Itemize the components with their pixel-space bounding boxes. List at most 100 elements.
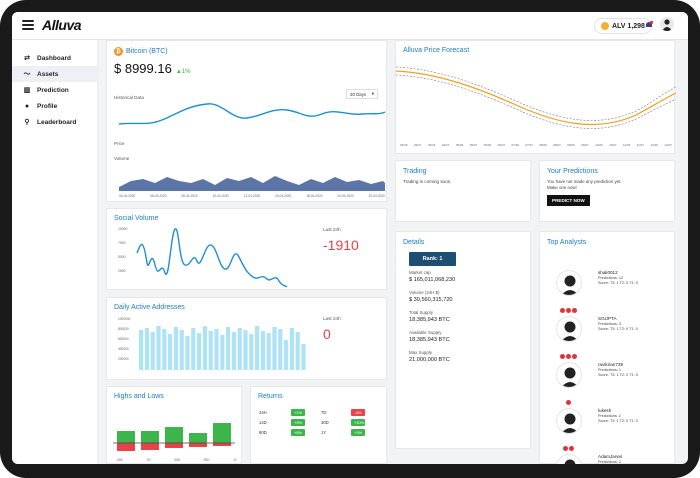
returns-value: +10%: [351, 418, 365, 426]
btc-date-axis: 04-04-2020 06-04-2020 08-04-2020 10-04-2…: [119, 194, 385, 198]
price-change-value: 1%: [181, 69, 191, 75]
details-label: Max Supply: [409, 350, 432, 355]
returns-value: +8%: [291, 428, 305, 436]
sidebar-item-label: Prediction: [37, 86, 69, 94]
rating-dot: [572, 308, 577, 313]
sidebar-item-prediction[interactable]: ▥ Prediction: [12, 82, 97, 98]
details-value: 18,385,943 BTC: [409, 337, 450, 343]
date-tick: 08/26: [539, 143, 547, 147]
btc-volume-chart: [119, 176, 385, 191]
leaderboard-icon: ⚲: [24, 119, 30, 126]
analyst-score: Score: T3: 1 T2: 0 T1: 0: [598, 327, 638, 331]
sidebar-item-label: Dashboard: [37, 54, 71, 62]
date-tick: 03/26: [400, 143, 408, 147]
notification-icon[interactable]: [644, 20, 654, 30]
analyst-rating-dots: [560, 346, 578, 364]
sidebar-item-label: Assets: [37, 70, 59, 78]
analyst-predictions: Predictions: 1: [598, 368, 622, 372]
sidebar-item-assets[interactable]: 〜 Assets: [12, 66, 97, 82]
forecast-title: Alluva Price Forecast: [403, 47, 470, 54]
analyst-name: lukesh: [598, 408, 612, 413]
analyst-avatar: [556, 362, 582, 388]
rating-dot: [566, 400, 571, 405]
analyst-predictions: Predictions: 2: [598, 414, 622, 418]
bitcoin-title: Bitcoin (BTC): [126, 48, 168, 55]
predictions-empty-text: You have not made any prediction yet.: [547, 179, 622, 184]
sidebar-item-dashboard[interactable]: ⇄ Dashboard: [12, 50, 97, 66]
daa-bar: [173, 327, 178, 370]
daa-value: 0: [323, 326, 331, 342]
analyst-item[interactable]: lukesh Predictions: 2 Score: T3: 1 T2: 0 T…: [540, 408, 676, 452]
sidebar-item-leaderboard[interactable]: ⚲ Leaderboard: [12, 114, 97, 130]
high-bar: [141, 431, 159, 443]
analyst-rating-dots: [566, 392, 572, 410]
analyst-item[interactable]: ravikiran739 Predictions: 1 Score: T3: 1 T…: [540, 362, 676, 406]
details-value: 21,000,000 BTC: [409, 357, 450, 363]
social-last-24h-label: Last 24h: [323, 227, 341, 232]
date-tick: 20-04-2020: [337, 194, 354, 198]
returns-value: -4%: [351, 408, 365, 416]
sidebar-item-profile[interactable]: ● Profile: [12, 98, 97, 114]
date-tick: 22-04-2020: [368, 194, 385, 198]
app-logo[interactable]: Alluva: [42, 17, 82, 33]
dashboard-icon: ⇄: [24, 55, 30, 62]
analyst-name: AdamJanes: [598, 454, 623, 459]
high-bar: [117, 431, 135, 443]
analyst-score: Score: T3: 1 T2: 0 T1: 0: [598, 373, 638, 377]
details-item: Max Supply 21,000,000 BTC: [409, 350, 455, 370]
date-tick: 12/26: [650, 143, 658, 147]
date-tick: 10/26: [595, 143, 603, 147]
returns-period: 7D: [321, 409, 327, 415]
daa-bar: [231, 332, 236, 370]
date-tick: 08-04-2020: [181, 194, 198, 198]
range-select-value: 30 Days: [350, 91, 367, 97]
daa-bar: [301, 344, 306, 370]
daily-active-addresses-card: Daily Active Addresses 1000000 800000 60…: [106, 297, 387, 380]
analyst-name: ravikiran739: [598, 362, 624, 367]
returns-period: 14D: [259, 419, 267, 425]
details-list: Market cap $ 165,011,068,230 Volume (24H…: [409, 270, 455, 370]
date-tick: 15-04-2020: [275, 194, 292, 198]
hamburger-menu-icon[interactable]: [22, 20, 34, 30]
date-tick: 05/26: [455, 143, 464, 147]
forecast-lower-band: [396, 74, 676, 129]
x-tick: 30D: [174, 458, 181, 462]
returns-card: Returns 24H +1% 7D -4% 14D +9% 30D +10% …: [250, 386, 387, 464]
date-tick: 12/27: [664, 143, 672, 147]
range-select[interactable]: 30 Days ▾: [346, 89, 378, 99]
predictions-title: Your Predictions: [547, 168, 598, 175]
forecast-date-axis: 03/26 03/27 04/26 04/27 05/26 05/27 06/2…: [400, 143, 672, 147]
date-tick: 12-04-2020: [243, 194, 261, 198]
daa-bar: [237, 328, 242, 370]
date-tick: 05/27: [469, 143, 478, 147]
returns-period: 90D: [259, 429, 267, 435]
user-avatar[interactable]: [660, 17, 674, 31]
daa-bar: [150, 332, 155, 370]
analyst-predictions: Predictions: 3: [598, 322, 622, 326]
analyst-item[interactable]: SGUPTA Predictions: 3 Score: T3: 1 T2: 0 T…: [540, 316, 676, 360]
predict-now-button[interactable]: PREDICT NOW: [547, 195, 590, 206]
analyst-item[interactable]: shali0012 Predictions: 12 Score: T3: 1 T2:…: [540, 270, 676, 314]
forecast-upper-band: [396, 66, 676, 121]
analyst-rating-dots: [560, 300, 578, 318]
y-tick: 5000: [118, 255, 126, 259]
daa-title: Daily Active Addresses: [114, 304, 185, 311]
social-volume-card: Social Volume 10000 7500 5000 2500 Last …: [106, 208, 387, 290]
highs-lows-card: Highs and Lows 24H 7D 30D 90D 1Y: [106, 386, 242, 464]
rating-dot: [566, 308, 571, 313]
analyst-name: SGUPTA: [598, 316, 617, 321]
daa-bar-chart: [139, 326, 306, 370]
analyst-rating-dots: [563, 438, 575, 456]
daa-bar: [191, 328, 196, 370]
date-tick: 03/27: [413, 143, 422, 147]
details-label: Volume (24H $): [409, 290, 440, 295]
daa-bar: [295, 332, 300, 370]
analyst-name: shali0012: [598, 270, 618, 275]
social-volume-chart: [136, 228, 288, 288]
x-tick: 90D: [203, 458, 210, 462]
x-tick: 7D: [146, 458, 151, 462]
rating-dot: [566, 354, 571, 359]
details-label: Available Supply: [409, 330, 442, 335]
